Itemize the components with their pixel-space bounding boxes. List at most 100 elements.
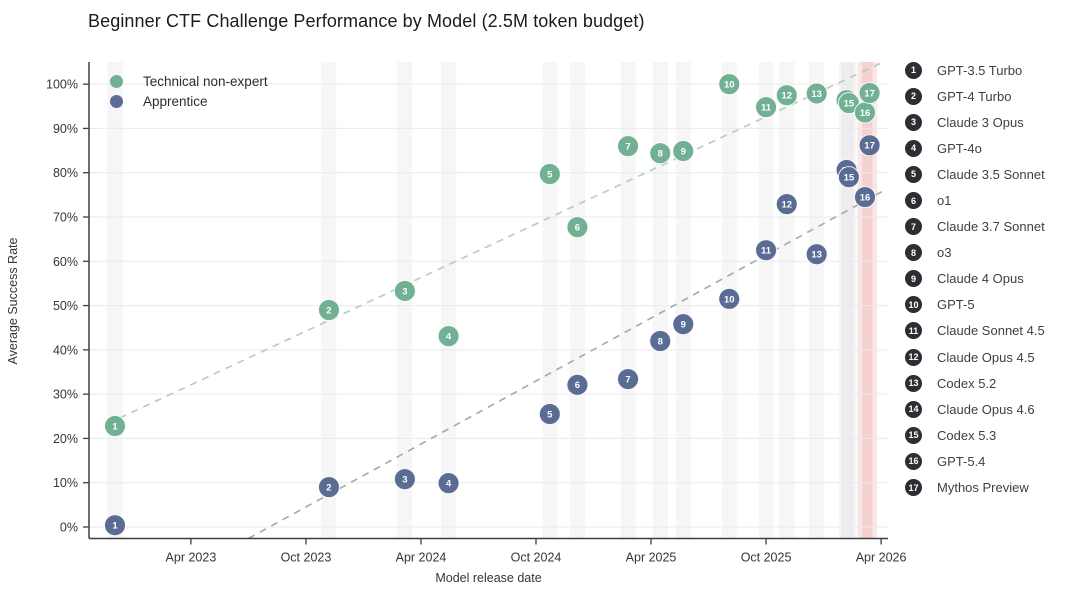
- model-legend-item: 4 GPT-4o: [905, 135, 1045, 161]
- model-marker-number: 6: [575, 380, 580, 391]
- model-marker-number: 2: [326, 305, 331, 316]
- y-axis-label: Average Success Rate: [6, 237, 20, 364]
- model-number-badge: 4: [905, 139, 922, 157]
- model-marker: [805, 243, 828, 266]
- model-legend-label: GPT-5: [937, 297, 975, 313]
- model-marker-number: 3: [402, 286, 407, 297]
- y-tick-label: 30%: [53, 388, 78, 402]
- model-marker: [672, 140, 695, 163]
- model-marker-number: 16: [860, 108, 871, 119]
- model-marker-number: 6: [575, 223, 580, 234]
- y-tick-label: 0%: [60, 520, 78, 534]
- series-legend-label: Apprentice: [143, 93, 208, 109]
- release-band: [569, 62, 585, 539]
- model-marker-number: 4: [446, 479, 452, 490]
- model-legend-label: Mythos Preview: [937, 480, 1029, 496]
- model-marker-number: 13: [811, 89, 822, 100]
- model-marker: [858, 134, 881, 157]
- y-tick-label: 20%: [53, 432, 78, 446]
- release-band: [107, 62, 123, 539]
- y-tick-label: 50%: [53, 299, 78, 313]
- model-marker-number: 7: [625, 374, 630, 385]
- model-number-badge: 1: [905, 61, 922, 79]
- model-marker: [718, 287, 741, 310]
- y-tick-label: 60%: [53, 255, 78, 269]
- x-tick-label: Oct 2023: [281, 551, 332, 565]
- trend-line: [119, 62, 884, 419]
- model-marker: [393, 468, 416, 491]
- model-number-badge: 7: [905, 218, 922, 236]
- model-number-badge: 2: [905, 87, 922, 105]
- model-legend-item: 12 Claude Opus 4.5: [905, 344, 1045, 370]
- model-legend-item: 6 o1: [905, 187, 1045, 213]
- model-legend-label: GPT-5.4: [937, 453, 986, 469]
- model-marker-number: 5: [547, 169, 553, 180]
- model-marker: [858, 81, 881, 104]
- y-tick-label: 10%: [53, 476, 78, 490]
- model-marker: [755, 96, 778, 119]
- model-marker: [853, 186, 876, 209]
- model-marker-number: 9: [681, 146, 686, 157]
- y-tick-label: 40%: [53, 343, 78, 357]
- series-legend-row-apprentice: Apprentice: [110, 91, 268, 111]
- model-marker-number: 9: [681, 320, 686, 331]
- model-legend-label: Claude 3.5 Sonnet: [937, 166, 1045, 182]
- model-marker-number: 7: [625, 142, 630, 153]
- model-marker-number: 10: [724, 80, 735, 91]
- model-marker: [837, 166, 860, 189]
- release-band: [809, 62, 825, 539]
- model-marker-number: 11: [761, 103, 772, 114]
- model-legend-label: Claude 3.7 Sonnet: [937, 219, 1045, 235]
- model-marker: [617, 135, 640, 158]
- model-number-badge: 8: [905, 244, 922, 262]
- y-tick-label: 90%: [53, 122, 78, 136]
- model-legend-item: 2 GPT-4 Turbo: [905, 83, 1045, 109]
- model-marker: [566, 216, 589, 239]
- model-marker: [649, 142, 672, 165]
- model-legend-label: Codex 5.2: [937, 375, 997, 391]
- model-marker-number: 17: [864, 88, 875, 99]
- model-number-badge: 5: [905, 165, 922, 183]
- x-tick-label: Oct 2024: [511, 551, 562, 565]
- series-legend-row-nonexpert: Technical non-expert: [110, 71, 268, 91]
- model-marker-number: 12: [781, 200, 792, 211]
- model-legend-label: Claude Sonnet 4.5: [937, 323, 1045, 339]
- release-band: [441, 62, 457, 539]
- x-tick-label: Apr 2026: [856, 551, 907, 565]
- model-marker: [538, 403, 561, 426]
- release-band: [542, 62, 558, 539]
- y-tick-label: 70%: [53, 210, 78, 224]
- model-legend-item: 3 Claude 3 Opus: [905, 109, 1045, 135]
- model-marker-number: 15: [844, 173, 855, 184]
- trend-line: [248, 188, 887, 539]
- release-highlight-band: [857, 62, 873, 539]
- model-legend: 1 GPT-3.5 Turbo 2 GPT-4 Turbo 3 Claude 3 Opus…: [905, 57, 1045, 501]
- model-marker: [317, 298, 340, 321]
- model-legend-item: 8 o3: [905, 240, 1045, 266]
- model-legend-label: Claude Opus 4.5: [937, 349, 1035, 365]
- series-legend-label: Technical non-expert: [143, 73, 268, 89]
- model-legend-item: 5 Claude 3.5 Sonnet: [905, 161, 1045, 187]
- model-legend-label: Claude 3 Opus: [937, 114, 1024, 130]
- model-legend-label: GPT-3.5 Turbo: [937, 62, 1023, 78]
- release-highlight-band: [862, 62, 878, 539]
- model-number-badge: 6: [905, 192, 922, 210]
- model-marker: [393, 279, 416, 302]
- model-marker-number: 15: [844, 99, 855, 110]
- series-color-dot-nonexpert: [110, 74, 123, 88]
- model-legend-item: 7 Claude 3.7 Sonnet: [905, 214, 1045, 240]
- model-number-badge: 12: [905, 348, 922, 366]
- model-marker: [718, 73, 741, 96]
- model-marker-number: 5: [547, 409, 553, 420]
- model-legend-item: 11 Claude Sonnet 4.5: [905, 318, 1045, 344]
- model-marker: [617, 368, 640, 391]
- model-number-badge: 13: [905, 374, 922, 392]
- y-tick-label: 100%: [46, 78, 78, 92]
- model-marker: [755, 239, 778, 262]
- model-marker-number: 11: [761, 246, 772, 257]
- model-number-badge: 11: [905, 322, 922, 340]
- model-marker-number: 10: [724, 294, 735, 305]
- model-legend-label: Claude Opus 4.6: [937, 401, 1035, 417]
- x-tick-label: Oct 2025: [741, 551, 792, 565]
